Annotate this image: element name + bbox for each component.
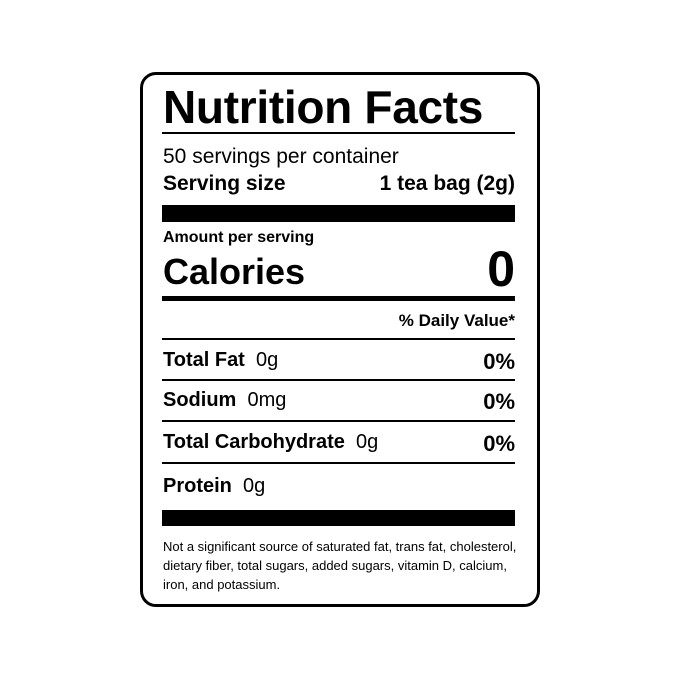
thick-divider (162, 510, 515, 526)
nutrient-dv: 0% (483, 349, 515, 374)
nutrient-row-protein: Protein 0g (163, 475, 265, 498)
label-title: Nutrition Facts (163, 81, 484, 133)
serving-size-label: Serving size (163, 172, 286, 195)
divider (162, 379, 515, 381)
footnote: Not a significant source of saturated fa… (163, 539, 517, 592)
nutrient-name: Protein (163, 475, 232, 497)
divider (162, 462, 515, 464)
divider (162, 132, 515, 134)
nutrient-amount: 0g (255, 349, 279, 371)
nutrient-dv: 0% (483, 431, 515, 456)
nutrient-name: Sodium (163, 389, 237, 411)
thick-divider (162, 205, 515, 222)
daily-value-header: % Daily Value* (398, 311, 515, 330)
servings-per-container: 50 servings per container (163, 145, 399, 168)
nutrition-label-border (140, 72, 540, 607)
serving-size-value: 1 tea bag (2g) (379, 172, 515, 195)
nutrient-name: Total Carbohydrate (163, 431, 345, 453)
amount-per-serving: Amount per serving (163, 229, 315, 246)
nutrient-row-sodium: Sodium 0mg (163, 389, 286, 412)
nutrient-amount: 0g (356, 431, 379, 453)
medium-divider (162, 296, 515, 301)
divider (162, 338, 515, 340)
calories-label: Calories (163, 251, 306, 292)
calories-value: 0 (487, 241, 515, 297)
divider (162, 420, 515, 422)
nutrient-row-total-carbohydrate: Total Carbohydrate 0g (163, 431, 378, 454)
nutrient-amount: 0g (243, 475, 266, 497)
nutrient-amount: 0mg (247, 389, 287, 411)
nutrient-row-total-fat: Total Fat 0g (163, 349, 278, 372)
nutrient-name: Total Fat (163, 349, 245, 371)
nutrient-dv: 0% (483, 389, 515, 414)
